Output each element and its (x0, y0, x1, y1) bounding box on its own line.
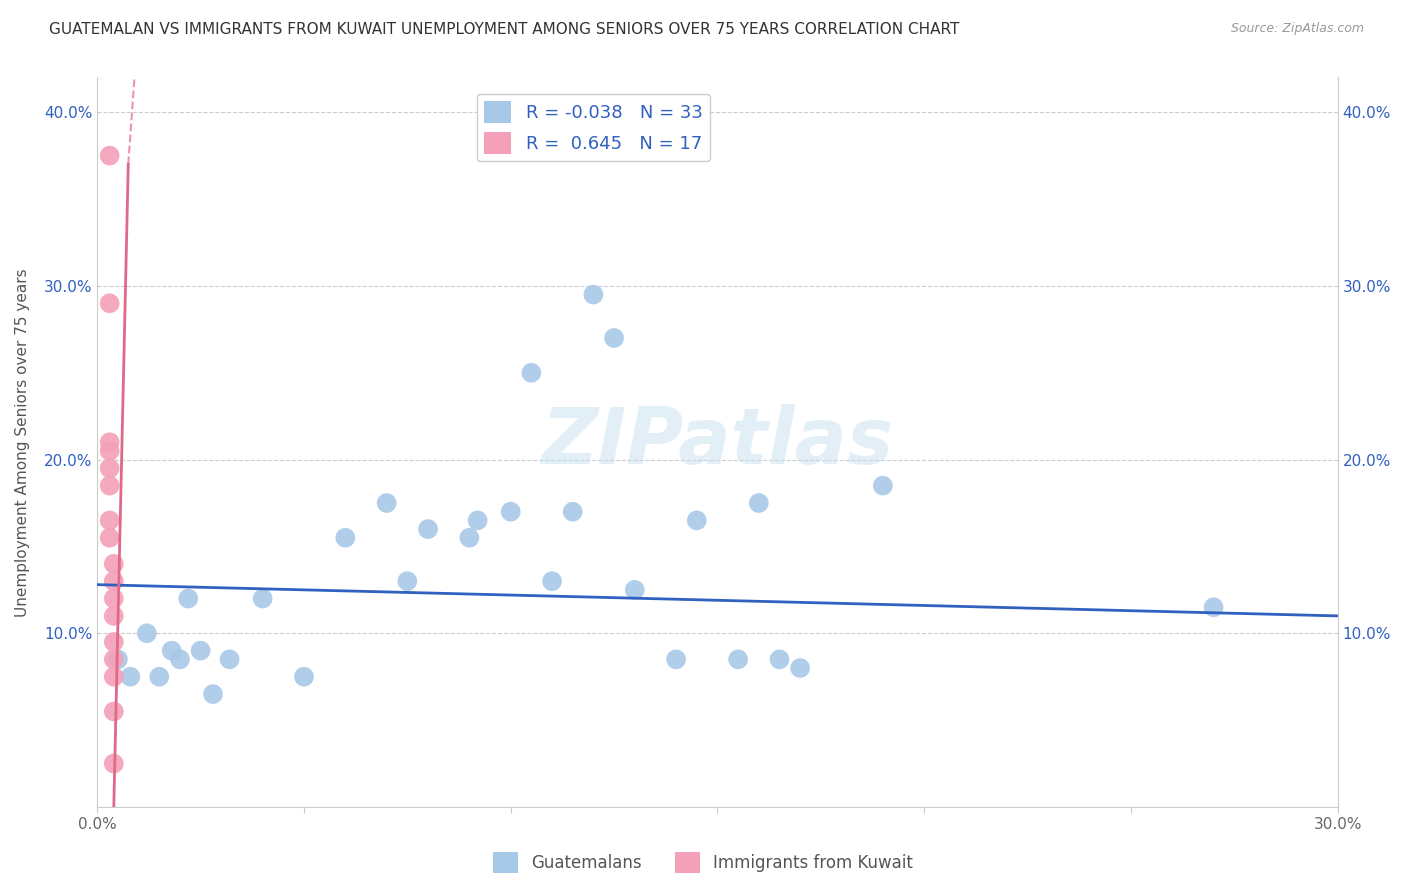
Point (98, 435, 121, 450)
Point (98, 461, 121, 475)
Point (582, 287, 605, 301)
Point (1202, 600, 1225, 615)
Point (375, 496, 398, 510)
Point (103, 591, 125, 606)
Point (103, 608, 125, 623)
Point (103, 574, 125, 589)
Text: Source: ZipAtlas.com: Source: ZipAtlas.com (1230, 22, 1364, 36)
Point (467, 513, 489, 527)
Point (120, 670, 142, 684)
Legend: Guatemalans, Immigrants from Kuwait: Guatemalans, Immigrants from Kuwait (486, 846, 920, 880)
Point (335, 531, 357, 545)
Point (98, 296, 121, 310)
Text: ZIPatlas: ZIPatlas (541, 404, 894, 480)
Point (135, 626, 157, 640)
Point (252, 591, 274, 606)
Point (665, 652, 688, 666)
Legend: R = -0.038   N = 33, R =  0.645   N = 17: R = -0.038 N = 33, R = 0.645 N = 17 (477, 94, 710, 161)
Point (98, 478, 121, 492)
Point (98, 148, 121, 162)
Point (748, 496, 770, 510)
Point (98, 513, 121, 527)
Point (98, 531, 121, 545)
Point (416, 522, 439, 536)
Point (103, 705, 125, 719)
Point (603, 331, 626, 345)
Y-axis label: Unemployment Among Seniors over 75 years: Unemployment Among Seniors over 75 years (15, 268, 30, 616)
Point (768, 652, 790, 666)
Point (561, 505, 583, 519)
Point (686, 513, 709, 527)
Point (396, 574, 419, 589)
Point (190, 643, 212, 657)
Point (458, 531, 481, 545)
Point (292, 670, 315, 684)
Point (177, 591, 200, 606)
Point (160, 643, 183, 657)
Point (218, 652, 240, 666)
Point (103, 557, 125, 571)
Point (98, 443, 121, 458)
Point (727, 652, 749, 666)
Point (499, 505, 522, 519)
Point (107, 652, 129, 666)
Point (169, 652, 191, 666)
Point (202, 687, 225, 701)
Point (872, 478, 894, 492)
Text: GUATEMALAN VS IMMIGRANTS FROM KUWAIT UNEMPLOYMENT AMONG SENIORS OVER 75 YEARS CO: GUATEMALAN VS IMMIGRANTS FROM KUWAIT UNE… (49, 22, 959, 37)
Point (103, 652, 125, 666)
Point (103, 635, 125, 649)
Point (148, 670, 170, 684)
Point (520, 366, 543, 380)
Point (103, 670, 125, 684)
Point (789, 661, 811, 675)
Point (541, 574, 564, 589)
Point (103, 756, 125, 771)
Point (623, 582, 645, 597)
